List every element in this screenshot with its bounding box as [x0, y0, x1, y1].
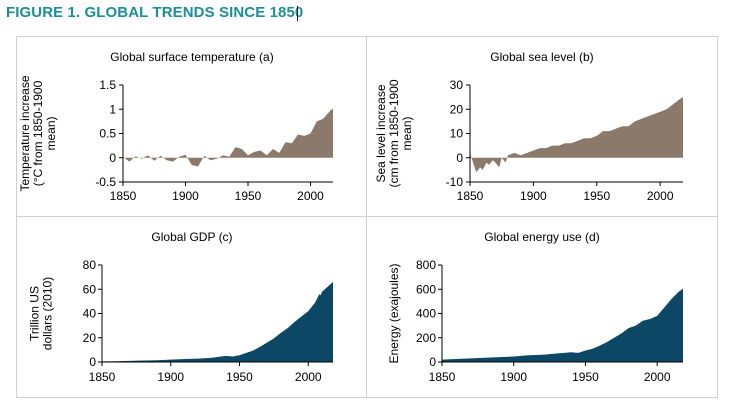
sea-ytick-label-4: 30: [450, 78, 464, 92]
energy-chart-title: Global energy use (d): [484, 230, 599, 244]
sea-area-series: [470, 97, 683, 173]
gdp-ytick-label-3: 60: [83, 282, 97, 296]
text-cursor: [297, 6, 298, 21]
sea-ytick-label-0: -10: [446, 175, 464, 189]
gdp-ylabel-line-0: Trillion US: [28, 286, 42, 341]
energy-ytick-label-3: 600: [416, 282, 436, 296]
sea-xtick-label-0: 1850: [457, 189, 484, 203]
gdp-ytick-label-1: 20: [83, 331, 97, 345]
gdp-ylabel-line-1: dollars (2010): [41, 277, 55, 350]
gdp-xtick-label-3: 2000: [295, 370, 322, 384]
energy-xtick-label-1: 1900: [500, 370, 527, 384]
sea-ytick-label-3: 20: [450, 102, 464, 116]
energy-ytick-label-0: 0: [429, 355, 436, 369]
temp-xtick-label-1: 1900: [172, 189, 199, 203]
gdp-xtick-label-1: 1900: [157, 370, 184, 384]
sea-ytick-label-2: 10: [450, 127, 464, 141]
temp-ytick-label-0: -0.5: [95, 175, 116, 189]
sea-xtick-label-1: 1900: [520, 189, 547, 203]
figure-title: FIGURE 1. GLOBAL TRENDS SINCE 1850: [6, 4, 304, 21]
temp-xtick-label-0: 1850: [110, 189, 137, 203]
sea-ylabel-line-2: mean): [400, 116, 414, 150]
panel-divider-vertical: [366, 36, 367, 398]
temp-ylabel-line-0: Temperature increase: [18, 75, 32, 191]
temp-xtick-label-3: 2000: [297, 189, 324, 203]
temp-ytick-label-1: 0: [109, 151, 116, 165]
sea-ylabel-line-1: (cm from 1850-1900: [387, 79, 401, 187]
energy-xtick-label-3: 2000: [644, 370, 671, 384]
energy-xtick-label-0: 1850: [429, 370, 456, 384]
sea-ytick-label-1: 0: [456, 151, 463, 165]
gdp-xtick-label-2: 1950: [226, 370, 253, 384]
temp-xtick-label-2: 1950: [235, 189, 262, 203]
sea-chart-title: Global sea level (b): [490, 50, 593, 64]
temp-ytick-label-2: 0.5: [99, 127, 116, 141]
gdp-chart-title: Global GDP (c): [151, 230, 232, 244]
sea-xtick-label-3: 2000: [647, 189, 674, 203]
energy-ylabel-line-0: Energy (exajoules): [387, 263, 401, 363]
energy-ytick-label-2: 400: [416, 307, 436, 321]
temp-ylabel-line-2: mean): [44, 116, 58, 150]
panel-divider-horizontal: [16, 216, 718, 217]
energy-area-series: [442, 288, 683, 362]
sea-xtick-label-2: 1950: [583, 189, 610, 203]
energy-ytick-label-1: 200: [416, 331, 436, 345]
gdp-ytick-label-2: 40: [83, 307, 97, 321]
gdp-ytick-label-4: 80: [83, 258, 97, 272]
temp-area-series: [123, 108, 333, 167]
temp-ylabel-line-1: (°C from 1850-1900: [31, 80, 45, 186]
energy-ytick-label-4: 800: [416, 258, 436, 272]
sea-ylabel-line-0: Sea level increase: [374, 84, 388, 182]
gdp-ytick-label-0: 0: [89, 355, 96, 369]
gdp-xtick-label-0: 1850: [89, 370, 116, 384]
gdp-area-series: [102, 282, 333, 362]
temp-ytick-label-4: 1.5: [99, 78, 116, 92]
energy-xtick-label-2: 1950: [572, 370, 599, 384]
figure-panel-grid: [16, 36, 718, 398]
temp-chart-title: Global surface temperature (a): [110, 50, 273, 64]
temp-ytick-label-3: 1: [109, 102, 116, 116]
